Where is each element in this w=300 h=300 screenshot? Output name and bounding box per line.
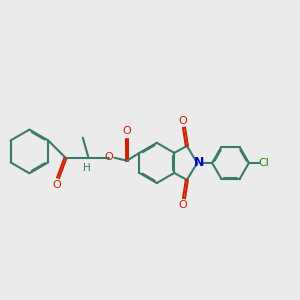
Text: Cl: Cl — [258, 158, 269, 168]
Text: N: N — [194, 156, 205, 170]
Text: O: O — [178, 116, 187, 126]
Text: H: H — [83, 163, 91, 173]
Text: O: O — [105, 152, 114, 162]
Text: O: O — [52, 180, 61, 190]
Text: O: O — [123, 126, 131, 136]
Text: O: O — [178, 200, 187, 210]
